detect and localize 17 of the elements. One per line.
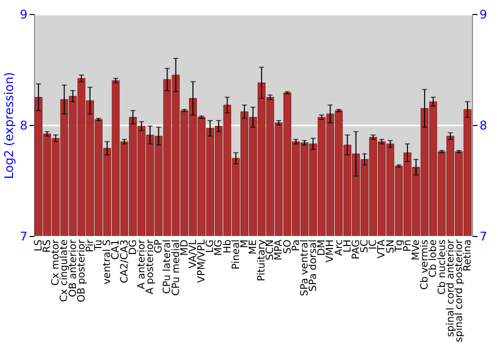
x-tick-label: OB posterior [76, 238, 88, 302]
x-tick-label: DG [128, 240, 139, 255]
y-tick-label: 7 [20, 230, 28, 244]
x-tick-label: Hb [222, 240, 234, 254]
x-tick-label: ME [248, 240, 259, 254]
x-tick-label: Retina [462, 240, 474, 272]
y-tick-label: 9 [20, 8, 28, 22]
x-tick-label: A posterior [145, 238, 156, 294]
y-tick-label: 8 [20, 118, 28, 132]
y2-tick-label: 7 [480, 230, 488, 244]
x-tick-label: Pa [290, 240, 302, 252]
y-axis-title: Log2 (expression) [2, 72, 16, 179]
y2-tick-label: 9 [480, 8, 488, 22]
x-tick-label: Tg [394, 240, 405, 253]
x-tick-label: Pituitary [256, 239, 268, 282]
y2-tick-label: 8 [480, 118, 488, 132]
x-tick-label: spinal cord posterior [454, 238, 465, 342]
